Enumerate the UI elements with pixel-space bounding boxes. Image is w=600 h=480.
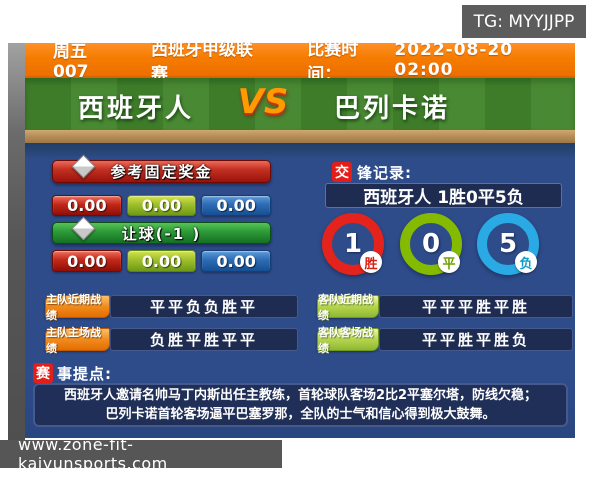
fixed-odds-title-banner: 参考固定奖金 [52,154,271,183]
h2h-draw-ring: 0 平 [400,213,462,275]
fixed-odds-row: 0.00 0.00 0.00 [52,195,272,216]
home-team-name: 西班牙人 [77,94,194,124]
handicap-odds-home-button[interactable]: 0.00 [52,250,122,272]
home-ground-record-value: 负胜平胜平平 [110,328,298,351]
away-ground-record-value: 平平胜平胜负 [379,328,573,351]
site-watermark: www.zone-fit-kaiyunsports.com [0,435,282,473]
league-name: 西班牙甲级联赛 [150,39,253,85]
handicap-odds-away-button[interactable]: 0.00 [201,250,272,272]
tips-title: 赛 事提点: [33,363,112,383]
h2h-draw-count: 0 [421,229,441,259]
handicap-odds-draw-button[interactable]: 0.00 [126,250,197,272]
match-time-value: 2022-08-20 02:00 [394,39,514,80]
handicap-title: 让球(-1 ) [121,224,202,243]
match-header-bar: 周五007 西班牙甲级联赛 比赛时间： 2022-08-20 02:00 [25,39,575,85]
match-time-label: 比赛时间： [307,39,359,85]
match-card: 周五007 西班牙甲级联赛 比赛时间： 2022-08-20 02:00 西班牙… [25,39,575,438]
h2h-title: 交 锋记录: [332,162,412,182]
left-edge-strip [8,43,25,440]
tg-contact-badge: TG: MYYJJPP [462,5,586,38]
fixed-odds-title: 参考固定奖金 [110,163,213,181]
h2h-win-count: 1 [343,229,363,259]
diamond-icon [71,216,96,241]
handicap-odds-row: 0.00 0.00 0.00 [52,250,272,272]
tips-line-2: 巴列卡诺首轮客场逼平巴塞罗那，全队的士气和信心得到极大鼓舞。 [105,407,496,422]
away-team-name: 巴列卡诺 [333,94,450,124]
away-recent-record-label: 客队近期战绩 [317,293,379,322]
away-recent-record-value: 平平平胜平胜 [379,295,573,318]
diamond-icon [71,154,96,179]
tips-title-icon: 赛 [33,363,53,383]
h2h-loss-count: 5 [498,229,518,259]
tips-box: 西班牙人邀请名帅马丁内斯出任主教练，首轮球队客场2比2平塞尔塔，防线欠稳； 巴列… [33,383,568,427]
home-ground-record-label: 主队主场战绩 [45,326,110,355]
info-board: 参考固定奖金 0.00 0.00 0.00 让球(-1 ) 0.00 0.00 … [25,143,575,438]
away-ground-record-label: 客队客场战绩 [317,326,379,355]
win-badge: 胜 [360,251,382,273]
tips-title-text: 事提点: [57,364,112,383]
home-recent-record-label: 主队近期战绩 [45,293,110,322]
tips-line-1: 西班牙人邀请名帅马丁内斯出任主教练，首轮球队客场2比2平塞尔塔，防线欠稳； [63,388,538,403]
vs-icon: VS [237,82,289,122]
draw-badge: 平 [438,251,460,273]
fixed-odds-away-button[interactable]: 0.00 [201,195,272,216]
h2h-title-icon: 交 [332,162,352,182]
h2h-summary-bar: 西班牙人 1胜0平5负 [325,183,562,208]
fixed-odds-draw-button[interactable]: 0.00 [126,195,197,216]
h2h-loss-ring: 5 负 [477,213,539,275]
pitch-banner: 西班牙人 VS 巴列卡诺 [25,78,575,130]
h2h-title-text: 锋记录: [357,163,412,182]
match-code: 周五007 [53,42,89,82]
loss-badge: 负 [515,251,537,273]
dirt-strip [25,130,575,143]
home-recent-record-value: 平平负负胜平 [110,295,298,318]
h2h-win-ring: 1 胜 [322,213,384,275]
handicap-title-banner: 让球(-1 ) [52,216,271,244]
fixed-odds-home-button[interactable]: 0.00 [52,195,122,216]
